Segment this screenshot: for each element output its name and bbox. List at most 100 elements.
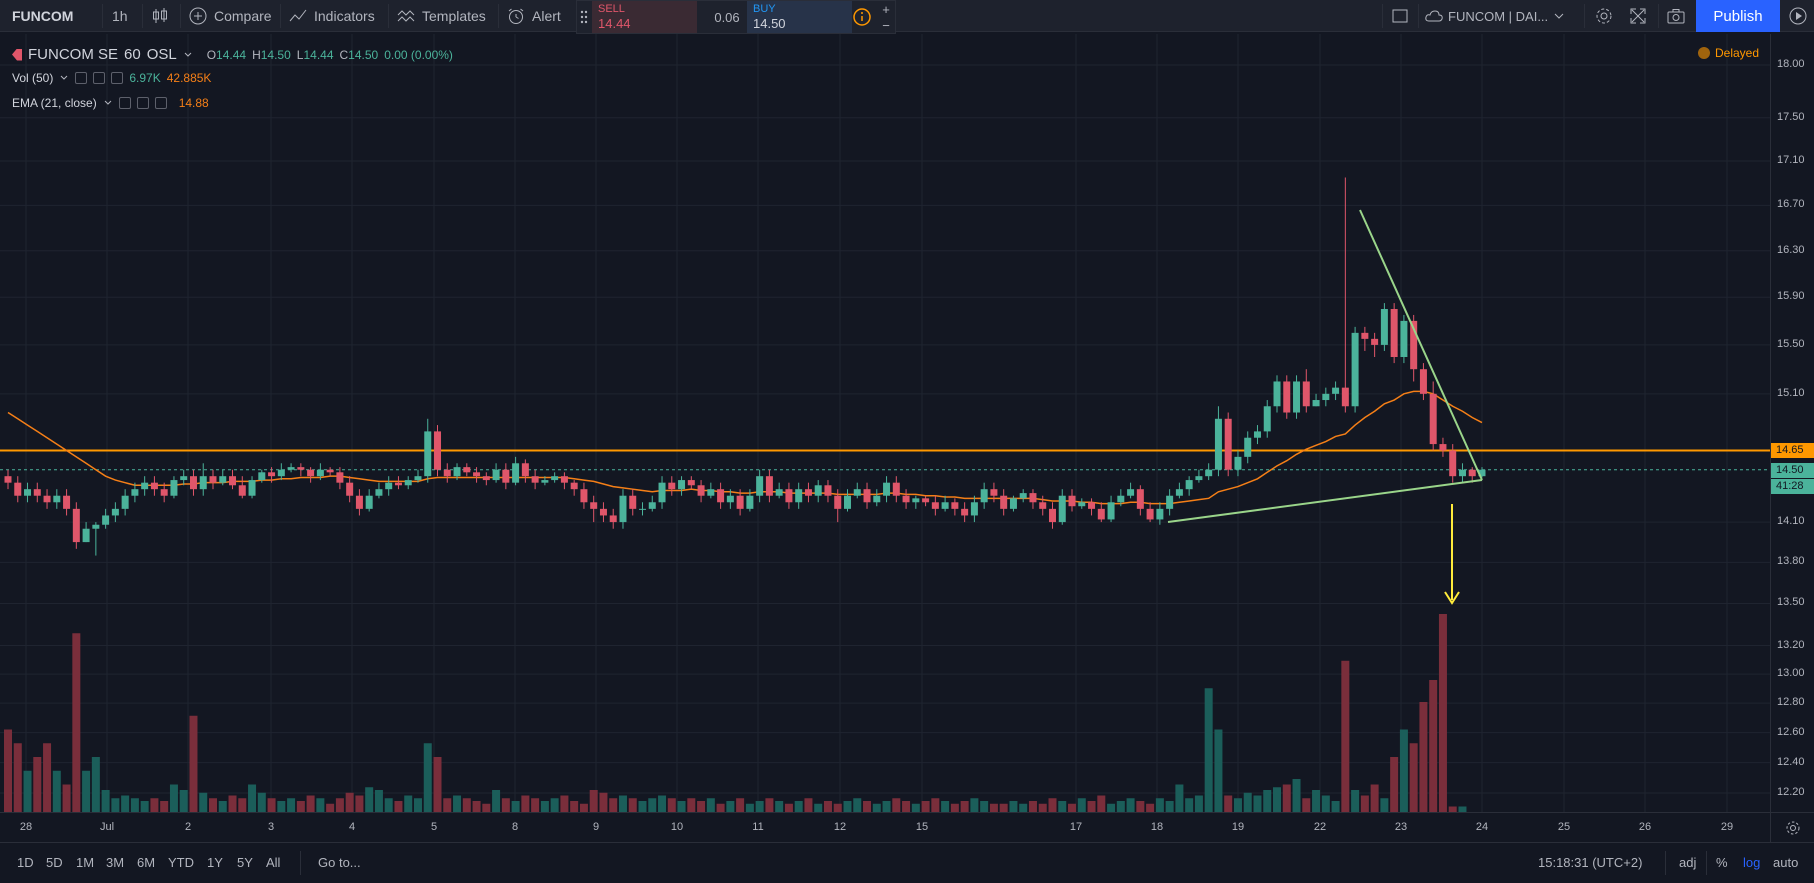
volume-bar bbox=[1165, 801, 1174, 812]
compare-button[interactable]: Compare bbox=[188, 0, 272, 32]
indicators-button[interactable]: Indicators bbox=[288, 0, 375, 32]
square-icon bbox=[1392, 9, 1408, 23]
replay-button[interactable] bbox=[1782, 0, 1814, 32]
range-button-5y[interactable]: 5Y bbox=[237, 854, 253, 870]
chevron-down-icon[interactable] bbox=[59, 73, 69, 83]
candle-body bbox=[1400, 320, 1408, 358]
vol-label[interactable]: Vol (50) bbox=[12, 71, 54, 85]
range-button-6m[interactable]: 6M bbox=[137, 854, 156, 870]
candle-body bbox=[990, 489, 998, 496]
clock[interactable]: 15:18:31 (UTC+2) bbox=[1538, 843, 1642, 881]
price-tick-label: 13.20 bbox=[1777, 638, 1805, 651]
time-axis[interactable]: 28 Jul 2 3 4 5 8 9 10 11 12 15 17 18 19 22 23 24 25 26 29 bbox=[0, 812, 1770, 842]
price-chart[interactable] bbox=[0, 34, 1770, 812]
candle-body bbox=[33, 489, 41, 496]
candle-body bbox=[687, 480, 695, 486]
quantity-minus-button[interactable]: − bbox=[877, 17, 895, 33]
close-icon[interactable] bbox=[111, 72, 124, 84]
interval-button[interactable]: 1h bbox=[112, 0, 128, 32]
volume-bar bbox=[91, 757, 100, 812]
snapshot-button[interactable] bbox=[1660, 0, 1692, 32]
range-button-all[interactable]: All bbox=[266, 854, 281, 870]
range-button-1m[interactable]: 1M bbox=[76, 854, 95, 870]
eye-icon[interactable] bbox=[75, 72, 88, 84]
chevron-down-icon[interactable] bbox=[103, 98, 113, 108]
volume-bar bbox=[287, 798, 296, 812]
sell-button[interactable]: SELL 14.44 bbox=[592, 1, 697, 33]
log-toggle[interactable]: log bbox=[1743, 843, 1760, 881]
price-tick-label: 15.50 bbox=[1777, 337, 1805, 350]
publish-button[interactable]: Publish bbox=[1696, 0, 1780, 32]
high-label: H bbox=[252, 47, 261, 62]
buy-button[interactable]: BUY 14.50 bbox=[747, 1, 852, 33]
settings-button[interactable] bbox=[1588, 0, 1620, 32]
volume-bar bbox=[1253, 795, 1262, 812]
candle-body bbox=[1088, 502, 1096, 509]
volume-bar bbox=[1312, 790, 1321, 812]
close-icon[interactable] bbox=[154, 97, 167, 109]
quantity-plus-button[interactable]: + bbox=[877, 1, 895, 17]
volume-bar bbox=[1028, 801, 1037, 812]
candle-body bbox=[1380, 309, 1388, 345]
chart-type-button[interactable] bbox=[150, 0, 170, 32]
drag-handle[interactable] bbox=[577, 1, 591, 33]
gear-icon[interactable] bbox=[93, 72, 106, 84]
volume-bar bbox=[560, 795, 569, 812]
range-button-1y[interactable]: 1Y bbox=[207, 854, 223, 870]
symbol-search-button[interactable]: FUNCOM bbox=[12, 0, 73, 32]
alert-button[interactable]: Alert bbox=[506, 0, 561, 32]
volume-bar bbox=[257, 792, 266, 812]
gear-icon[interactable] bbox=[136, 97, 149, 109]
axis-settings-button[interactable] bbox=[1770, 812, 1814, 842]
percent-toggle[interactable]: % bbox=[1716, 843, 1728, 881]
candle-body bbox=[892, 482, 900, 496]
candle-body bbox=[63, 495, 71, 509]
fullscreen-button[interactable] bbox=[1622, 0, 1654, 32]
range-button-5d[interactable]: 5D bbox=[46, 854, 63, 870]
chevron-down-icon[interactable] bbox=[183, 50, 193, 60]
candle-body bbox=[853, 489, 861, 496]
layout-menu-button[interactable]: FUNCOM | DAI... bbox=[1424, 0, 1566, 32]
legend-symbol[interactable]: FUNCOM SE bbox=[28, 46, 118, 63]
fullscreen-layout-button[interactable] bbox=[1388, 0, 1412, 32]
volume-bar bbox=[423, 743, 432, 812]
info-button[interactable] bbox=[847, 1, 877, 33]
candle-body bbox=[277, 469, 285, 477]
candle-body bbox=[287, 467, 295, 470]
volume-bar bbox=[1370, 784, 1379, 812]
divider bbox=[102, 4, 103, 28]
templates-button[interactable]: Templates bbox=[396, 0, 486, 32]
ema-label[interactable]: EMA (21, close) bbox=[12, 96, 97, 110]
candle-body bbox=[1078, 502, 1086, 507]
candle-body bbox=[102, 515, 110, 525]
range-button-3m[interactable]: 3M bbox=[106, 854, 125, 870]
auto-toggle[interactable]: auto bbox=[1773, 843, 1798, 881]
legend-close: C14.50 bbox=[340, 48, 379, 62]
volume-bar bbox=[1331, 801, 1340, 812]
price-tick-label: 15.10 bbox=[1777, 386, 1805, 399]
volume-bar bbox=[1321, 795, 1330, 812]
price-tick-label: 13.50 bbox=[1777, 596, 1805, 609]
volume-bar bbox=[296, 801, 305, 812]
eye-icon[interactable] bbox=[118, 97, 131, 109]
candle-body bbox=[1117, 495, 1125, 503]
goto-button[interactable]: Go to... bbox=[318, 843, 361, 881]
delayed-badge[interactable]: Delayed bbox=[1698, 46, 1759, 60]
range-button-ytd[interactable]: YTD bbox=[168, 854, 194, 870]
candle-body bbox=[336, 472, 344, 483]
symbol-label: FUNCOM bbox=[12, 8, 74, 24]
adj-toggle[interactable]: adj bbox=[1679, 843, 1696, 881]
volume-bar bbox=[130, 798, 139, 812]
volume-bar bbox=[267, 798, 276, 812]
candle-body bbox=[756, 476, 764, 496]
candle-body bbox=[170, 480, 178, 496]
high-value: 14.50 bbox=[260, 47, 291, 62]
candle-body bbox=[1000, 495, 1008, 509]
candle-body bbox=[883, 482, 891, 496]
price-axis[interactable]: 18.00 17.50 17.10 16.70 16.30 15.90 15.50 15.10… bbox=[1770, 34, 1814, 812]
range-button-1d[interactable]: 1D bbox=[17, 854, 34, 870]
legend-interval: 60 bbox=[124, 46, 141, 63]
low-value: 14.44 bbox=[303, 47, 334, 62]
volume-bar bbox=[1146, 803, 1155, 812]
alert-label: Alert bbox=[532, 8, 561, 24]
